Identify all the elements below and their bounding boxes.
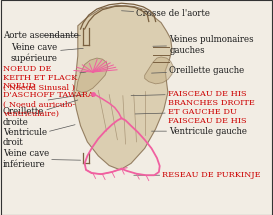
Text: Veine cave
inférieure: Veine cave inférieure [3,149,81,169]
Text: FAISCEAU DE HIS: FAISCEAU DE HIS [131,89,247,98]
Text: Ventricule gauche: Ventricule gauche [152,127,247,136]
Polygon shape [76,58,108,92]
Text: Veines pulmonaires
gauches: Veines pulmonaires gauches [153,35,254,55]
Text: Veine cave
supérieure: Veine cave supérieure [11,43,83,63]
Text: Oreillette
droite: Oreillette droite [3,100,78,127]
Text: BRANCHES DROITE
ET GAUCHE DU
FAISCEAU DE HIS: BRANCHES DROITE ET GAUCHE DU FAISCEAU DE… [135,99,255,125]
Text: RESEAU DE PURKINJE: RESEAU DE PURKINJE [134,171,261,179]
Text: Crosse de l'aorte: Crosse de l'aorte [121,9,210,18]
Text: Ventricule
droit: Ventricule droit [3,125,75,147]
Polygon shape [145,57,173,84]
Text: Oreillette gauche: Oreillette gauche [152,66,245,75]
Text: Aorte ascendante: Aorte ascendante [3,31,81,40]
Polygon shape [74,5,172,170]
Text: NOEUD DE
KEITH ET FLACK
( Noeud Sinusal ): NOEUD DE KEITH ET FLACK ( Noeud Sinusal … [3,65,86,92]
Text: NOEUD
D'ASCHOFF TAWARA
( Noeud auriculo-
ventriculaire): NOEUD D'ASCHOFF TAWARA ( Noeud auriculo-… [3,82,93,118]
